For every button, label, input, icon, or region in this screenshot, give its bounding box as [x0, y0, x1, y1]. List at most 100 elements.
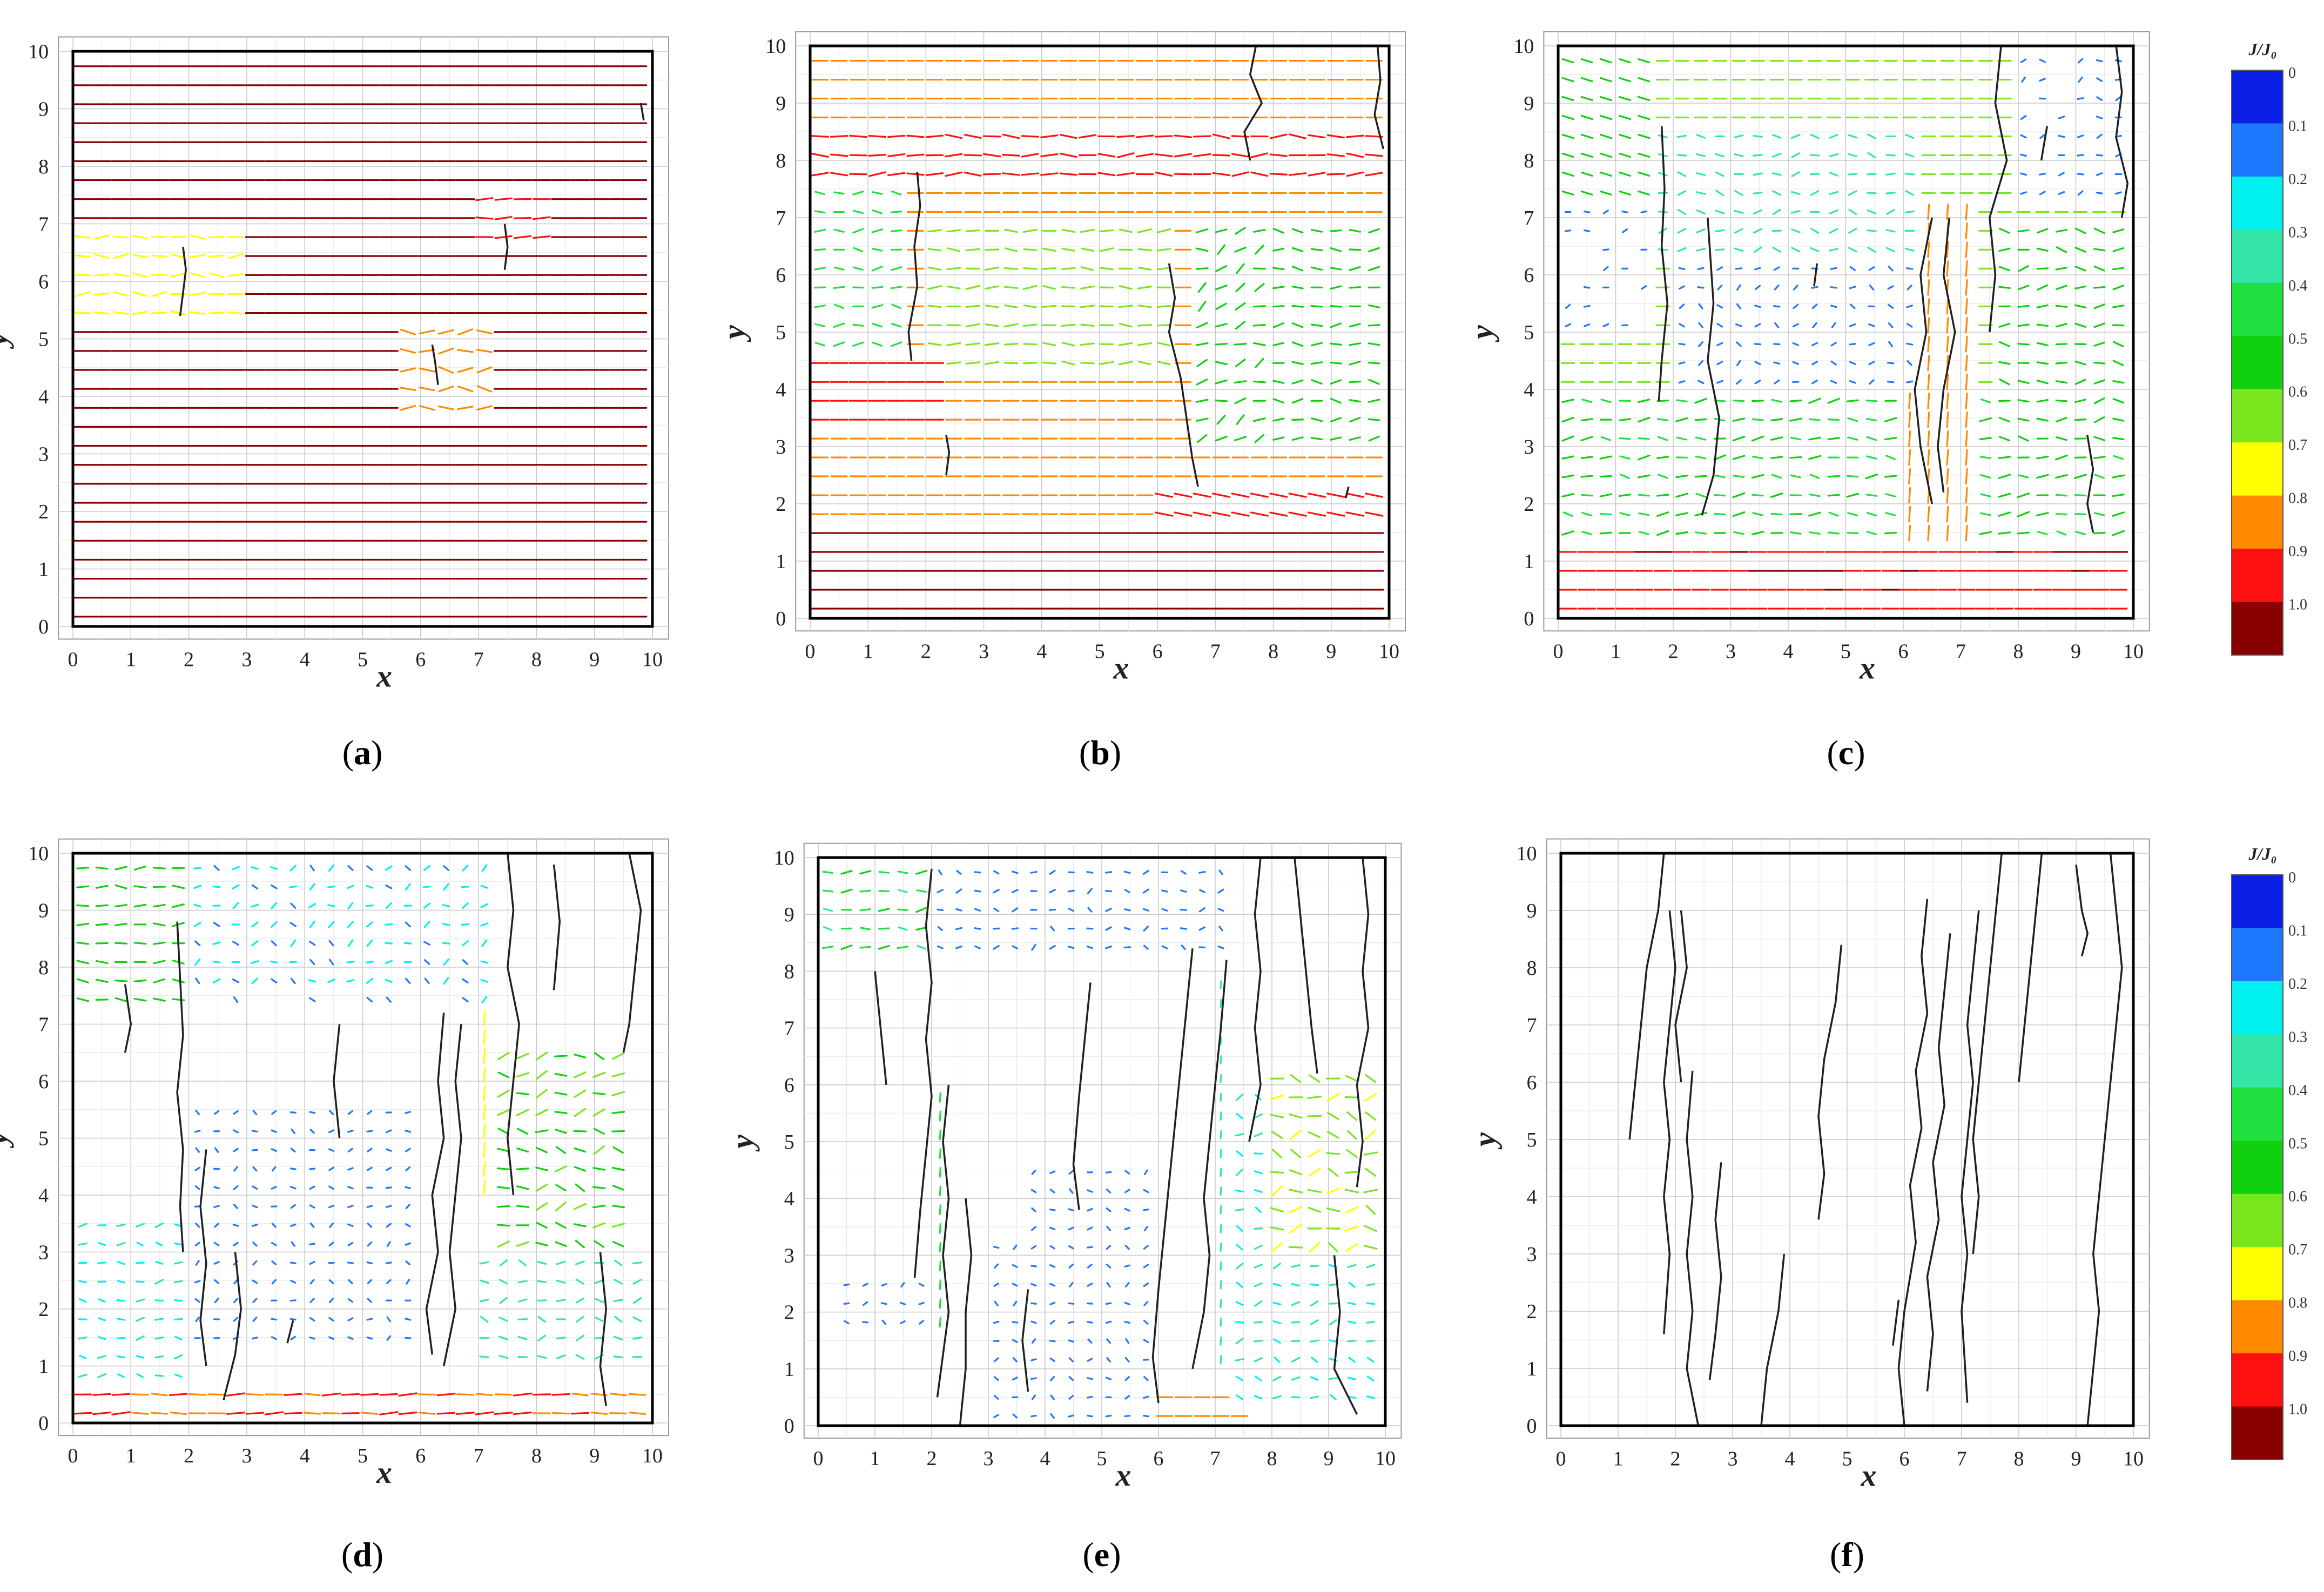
- current-vector: [1270, 1114, 1284, 1118]
- current-vector: [304, 1412, 321, 1415]
- current-vector: [840, 888, 853, 894]
- current-vector: [461, 923, 470, 926]
- current-vector: [1174, 493, 1193, 498]
- current-vector: [1810, 190, 1820, 196]
- current-vector: [1142, 869, 1149, 875]
- current-vector: [328, 1166, 334, 1171]
- current-vector: [859, 908, 872, 912]
- current-vector: [1365, 1074, 1377, 1083]
- current-vector: [927, 342, 942, 346]
- current-vector: [513, 1392, 533, 1397]
- current-vector: [1271, 1149, 1283, 1159]
- current-vector: [95, 923, 109, 926]
- current-vector: [551, 1393, 570, 1396]
- current-vector: [2036, 361, 2049, 365]
- current-vector: [2055, 474, 2068, 479]
- y-tick-label: 7: [38, 213, 49, 236]
- colorbar-title: J/J₀: [2248, 39, 2276, 59]
- current-vector: [1269, 133, 1288, 139]
- current-vector: [208, 235, 225, 239]
- current-vector: [2112, 360, 2124, 366]
- current-vector: [1023, 248, 1038, 251]
- current-vector: [436, 1412, 456, 1415]
- colorbar-tick-label: 0.9: [2288, 543, 2307, 560]
- current-vector: [1365, 493, 1384, 498]
- current-vector: [476, 366, 493, 374]
- current-vector: [536, 1089, 548, 1099]
- current-vector: [341, 1393, 360, 1396]
- current-vector: [195, 1316, 200, 1323]
- current-vector: [438, 329, 455, 335]
- current-vector: [1865, 418, 1878, 422]
- current-vector: [1068, 1395, 1074, 1400]
- current-vector: [887, 134, 906, 138]
- crack-path: [1168, 263, 1199, 487]
- current-vector: [1087, 888, 1093, 894]
- current-vector: [1235, 1208, 1244, 1211]
- current-vector: [1637, 416, 1651, 423]
- current-vector: [1330, 267, 1342, 271]
- crack-path: [1072, 982, 1092, 1210]
- x-tick-label: 9: [589, 1445, 599, 1467]
- current-vector: [2093, 266, 2105, 272]
- crack-path: [507, 853, 520, 1196]
- current-vector: [900, 1281, 905, 1288]
- current-vector: [1119, 285, 1133, 290]
- current-vector: [611, 1091, 625, 1097]
- y-tick-label: 10: [28, 41, 49, 63]
- current-vector: [1023, 267, 1038, 270]
- current-vector: [535, 1109, 548, 1116]
- x-tick-label: 8: [2013, 640, 2024, 663]
- colorbar-tick-label: 0.6: [2288, 384, 2307, 401]
- current-vector: [132, 311, 149, 315]
- current-vector: [1846, 493, 1860, 498]
- current-vector: [1599, 531, 1612, 535]
- current-vector: [1790, 474, 1802, 478]
- current-vector: [1368, 228, 1380, 234]
- current-vector: [2017, 342, 2030, 346]
- current-vector: [1734, 153, 1744, 157]
- current-vector: [1142, 888, 1150, 894]
- colorbar-swatch: [2232, 1034, 2283, 1088]
- current-vector: [573, 1203, 587, 1210]
- current-vector: [97, 1373, 107, 1379]
- current-vector: [1599, 114, 1612, 120]
- current-vector: [994, 1263, 999, 1269]
- current-vector: [862, 1283, 868, 1287]
- current-vector: [1770, 531, 1783, 535]
- current-vector: [153, 960, 166, 964]
- current-vector: [419, 405, 435, 411]
- current-vector: [613, 1355, 624, 1359]
- current-vector: [289, 1318, 297, 1321]
- current-vector: [575, 1334, 584, 1341]
- current-vector: [897, 871, 908, 874]
- current-vector: [1143, 1395, 1149, 1399]
- current-vector: [1927, 392, 1930, 409]
- current-vector: [1068, 1339, 1075, 1343]
- x-tick-label: 2: [184, 1445, 194, 1467]
- current-vector: [1042, 305, 1057, 308]
- current-vector: [1885, 493, 1896, 498]
- x-tick-label: 5: [1095, 640, 1105, 663]
- current-vector: [1012, 945, 1019, 950]
- current-vector: [592, 1186, 606, 1190]
- current-vector: [1753, 228, 1763, 234]
- current-vector: [513, 1411, 533, 1415]
- current-vector: [611, 1072, 625, 1077]
- current-vector: [1310, 1339, 1319, 1343]
- current-vector: [1157, 342, 1171, 347]
- current-vector: [535, 1051, 548, 1061]
- current-vector: [993, 945, 1000, 950]
- current-vector: [457, 328, 473, 336]
- current-vector: [1068, 1226, 1074, 1231]
- current-vector: [1810, 227, 1820, 234]
- current-vector: [1349, 248, 1362, 251]
- current-vector: [610, 1393, 627, 1397]
- current-vector: [945, 133, 963, 139]
- current-vector: [188, 1393, 207, 1396]
- y-tick-label: 6: [38, 271, 49, 293]
- current-vector: [965, 323, 980, 328]
- current-vector: [860, 927, 871, 930]
- current-vector: [1081, 266, 1094, 271]
